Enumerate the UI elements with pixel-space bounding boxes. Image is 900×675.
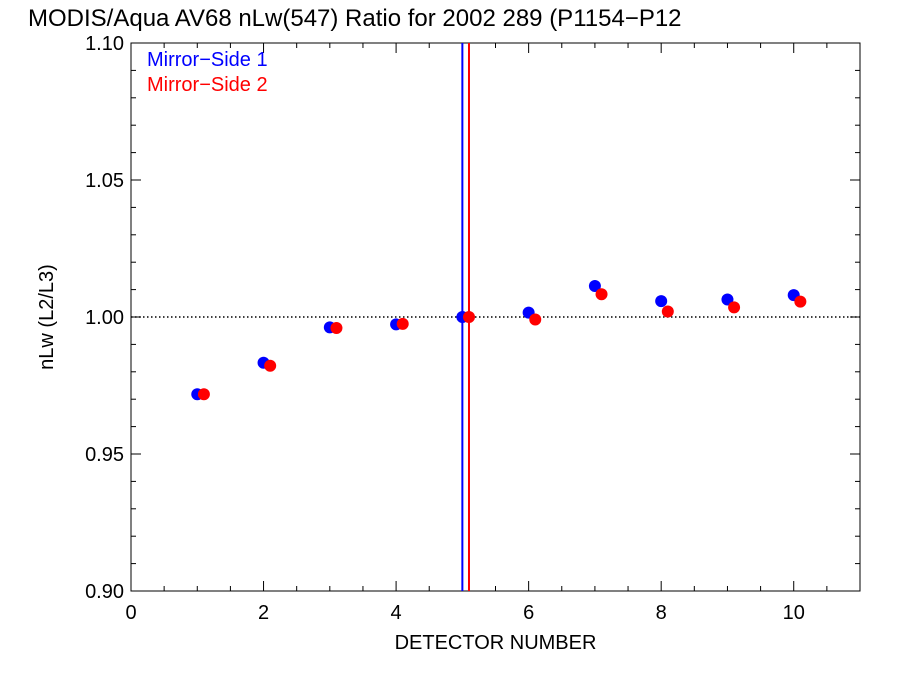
data-point-series-2	[595, 288, 608, 301]
y-tick-label: 1.00	[85, 307, 124, 329]
x-tick-label: 2	[258, 602, 269, 624]
y-tick-label: 1.05	[85, 170, 124, 192]
data-point-series-2	[529, 313, 542, 326]
data-point-series-2	[661, 305, 674, 318]
x-axis-label: DETECTOR NUMBER	[395, 632, 597, 654]
y-tick-label: 0.90	[85, 581, 124, 603]
data-point-series-2	[794, 295, 807, 308]
x-tick-label: 6	[523, 602, 534, 624]
data-point-series-2	[396, 317, 409, 330]
y-tick-label: 1.10	[85, 33, 124, 55]
x-tick-label: 8	[656, 602, 667, 624]
data-point-series-2	[728, 301, 741, 314]
x-tick-label: 10	[783, 602, 805, 624]
data-point-series-2	[264, 359, 277, 372]
chart-title: MODIS/Aqua AV68 nLw(547) Ratio for 2002 …	[28, 5, 682, 32]
data-point-series-1	[655, 295, 668, 308]
legend-entry: Mirror−Side 1	[147, 49, 268, 71]
legend-entry: Mirror−Side 2	[147, 74, 268, 96]
data-point-series-1	[588, 280, 601, 293]
y-tick-label: 0.95	[85, 444, 124, 466]
data-point-series-2	[462, 311, 475, 323]
x-tick-label: 4	[391, 602, 402, 624]
data-point-series-2	[197, 388, 210, 401]
data-point-series-1	[721, 293, 734, 306]
y-axis-label: nLw (L2/L3)	[36, 264, 58, 370]
data-point-series-2	[330, 321, 343, 334]
x-tick-label: 0	[125, 602, 136, 624]
